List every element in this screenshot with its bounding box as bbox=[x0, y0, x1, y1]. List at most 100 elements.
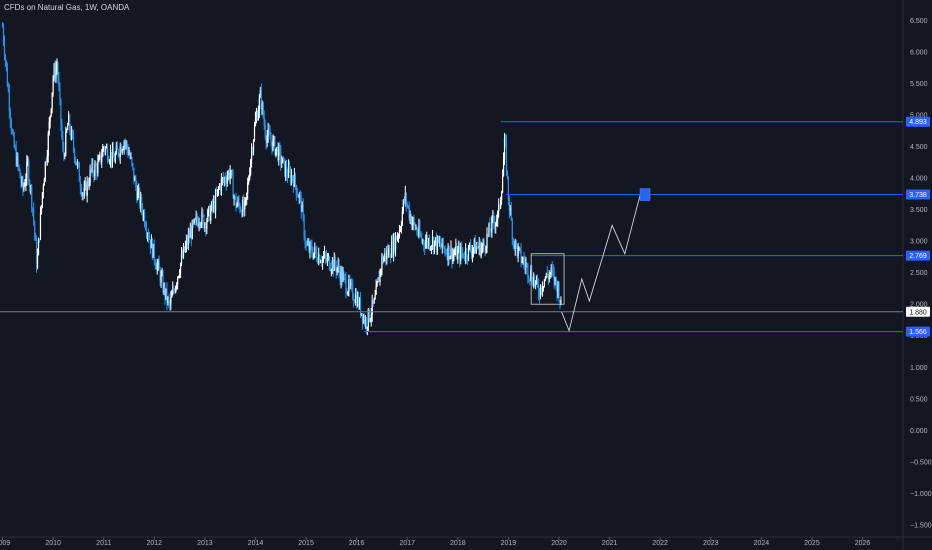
candle-body bbox=[522, 258, 524, 262]
candle-body bbox=[493, 216, 495, 223]
candle-body bbox=[243, 199, 245, 210]
candle-body bbox=[464, 257, 466, 259]
price-label-box bbox=[906, 116, 930, 127]
candle-body bbox=[216, 189, 219, 195]
candle-body bbox=[340, 269, 342, 282]
candle-body bbox=[113, 157, 116, 162]
candle-body bbox=[270, 139, 272, 142]
candle-body bbox=[490, 231, 492, 233]
candle-body bbox=[494, 222, 496, 227]
x-tick-label: 2026 bbox=[855, 540, 871, 547]
candle-body bbox=[393, 235, 396, 250]
x-tick-label: 2021 bbox=[602, 540, 618, 547]
candle-body bbox=[423, 240, 425, 245]
candle-body bbox=[34, 221, 36, 235]
candle-body bbox=[319, 254, 321, 263]
candle-body bbox=[138, 189, 140, 191]
candle-body bbox=[491, 217, 493, 233]
candle-body bbox=[492, 216, 494, 218]
candle-body bbox=[346, 292, 348, 294]
x-tick-label: 2019 bbox=[501, 540, 517, 547]
candle-body bbox=[459, 247, 461, 261]
candle-body bbox=[379, 269, 381, 282]
x-tick-label: 2024 bbox=[754, 540, 770, 547]
candle-body bbox=[104, 147, 106, 152]
candle-body bbox=[394, 235, 397, 250]
candle-body bbox=[235, 197, 237, 208]
candle-body bbox=[12, 132, 14, 135]
candle-body bbox=[407, 205, 409, 207]
candle-body bbox=[213, 201, 215, 208]
candle-body bbox=[547, 275, 549, 279]
price-label-box bbox=[906, 306, 930, 317]
candle-body bbox=[352, 284, 354, 299]
candle-body bbox=[260, 90, 262, 109]
candle-body bbox=[283, 157, 285, 159]
candle-body bbox=[495, 222, 497, 227]
candle-body bbox=[518, 247, 520, 249]
candle-body bbox=[71, 130, 74, 137]
candle-body bbox=[347, 291, 349, 294]
candle-body bbox=[250, 160, 252, 174]
candle-body bbox=[362, 316, 365, 323]
candle-body bbox=[24, 184, 26, 186]
candle-body bbox=[409, 214, 411, 218]
candle-body bbox=[542, 286, 545, 288]
candle-body bbox=[304, 236, 306, 244]
candle-body bbox=[229, 172, 231, 179]
candle-body bbox=[115, 146, 117, 154]
candle-body bbox=[326, 257, 329, 261]
candle-body bbox=[378, 277, 380, 282]
candle-body bbox=[111, 148, 114, 163]
candle-body bbox=[471, 250, 474, 256]
candle-body bbox=[105, 147, 107, 152]
candle-body bbox=[89, 169, 91, 185]
candle-body bbox=[444, 248, 446, 253]
drawings[interactable] bbox=[0, 121, 903, 333]
candle-body bbox=[223, 177, 225, 181]
candle-body bbox=[33, 208, 35, 222]
candle-body bbox=[515, 240, 517, 246]
candle-body bbox=[25, 179, 27, 185]
candle-body bbox=[35, 234, 37, 241]
candle-body bbox=[381, 256, 383, 270]
candle-body bbox=[210, 209, 212, 221]
candle-body bbox=[237, 200, 239, 205]
candle-body bbox=[70, 130, 72, 138]
y-tick-label: 5.000 bbox=[910, 112, 928, 119]
candle-body bbox=[206, 221, 208, 230]
candle-body bbox=[17, 155, 19, 166]
candle-body bbox=[415, 228, 417, 230]
candle-body bbox=[177, 277, 179, 285]
candle-body bbox=[434, 237, 437, 241]
candle-body bbox=[549, 273, 551, 275]
candle-body bbox=[82, 193, 84, 197]
candle-body bbox=[498, 204, 500, 212]
candle-body bbox=[154, 260, 156, 266]
candle-body bbox=[95, 164, 97, 166]
candle-body bbox=[531, 270, 533, 281]
candle-body bbox=[546, 273, 548, 276]
candle-body bbox=[509, 208, 511, 211]
candle-body bbox=[194, 219, 196, 220]
candle-body bbox=[275, 148, 277, 155]
candle-body bbox=[440, 246, 442, 248]
candle-body bbox=[442, 238, 444, 248]
candle-body bbox=[159, 269, 161, 283]
candle-body bbox=[552, 269, 554, 272]
candle-body bbox=[367, 309, 369, 327]
candle-body bbox=[449, 256, 451, 260]
candle-body bbox=[50, 108, 52, 116]
candle-body bbox=[535, 280, 537, 285]
candle-body bbox=[214, 201, 216, 212]
candle-body bbox=[75, 161, 78, 166]
candle-body bbox=[79, 181, 81, 189]
candle-body bbox=[368, 309, 370, 321]
candle-body bbox=[172, 288, 174, 295]
candle-body bbox=[364, 319, 367, 324]
candle-body bbox=[40, 205, 43, 213]
candle-body bbox=[323, 253, 326, 257]
candle-body bbox=[26, 161, 28, 180]
